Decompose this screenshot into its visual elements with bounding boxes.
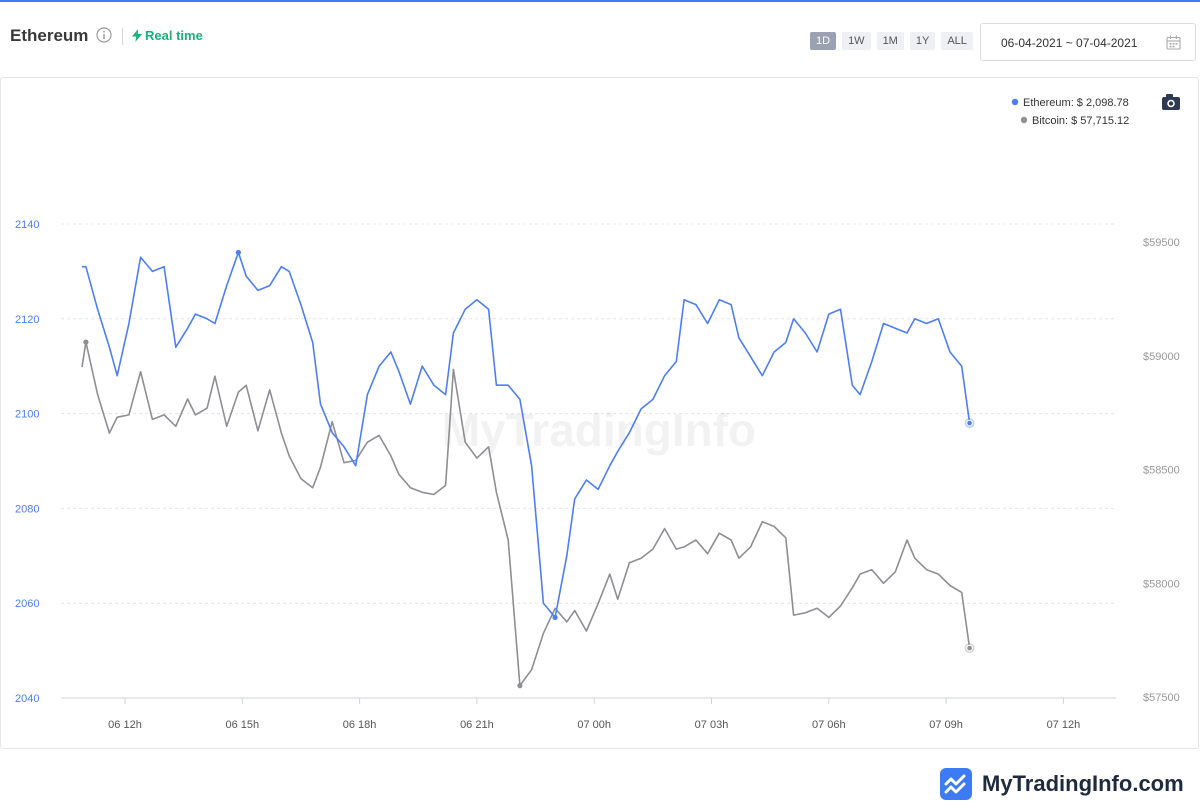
x-tick-label: 06 15h [225,719,259,731]
x-tick-label: 07 03h [695,719,729,731]
x-tick-label: 06 18h [343,719,377,731]
camera-icon[interactable] [1162,94,1180,110]
y-left-tick-label: 2120 [15,314,39,326]
min-point-ethereum [552,614,558,621]
chart-area: MyTradingInfo 2040 2060 2080 2100 2120 2140 $5… [0,77,1199,749]
range-button-all[interactable]: ALL [941,32,973,50]
max-point-bitcoin [83,339,89,345]
realtime-indicator: Real time [132,28,203,43]
range-button-1y[interactable]: 1Y [909,32,936,50]
x-tick-label: 07 00h [577,719,611,731]
min-point-bitcoin [517,683,523,689]
range-button-1w[interactable]: 1W [842,32,871,50]
header-divider [122,28,123,45]
lightning-icon [132,29,142,42]
max-point-ethereum [235,249,241,256]
range-button-1m[interactable]: 1M [876,32,904,50]
price-chart[interactable]: MyTradingInfo 2040 2060 2080 2100 2120 2140 $5… [1,78,1200,750]
range-button-1d[interactable]: 1D [810,32,837,50]
last-point-ethereum [966,419,973,427]
y-left-tick-label: 2080 [15,503,39,515]
brand-logo-icon [940,768,972,800]
realtime-label: Real time [145,28,203,43]
y-left-tick-label: 2140 [15,219,39,231]
legend-marker-bitcoin [1020,116,1028,124]
last-point-bitcoin [966,644,973,652]
legend-bitcoin: Bitcoin: $ 57,715.12 [1032,115,1129,127]
y-right-tick-label: $58500 [1143,465,1180,477]
y-left-tick-label: 2060 [15,598,39,610]
x-tick-label: 06 12h [108,719,142,731]
chart-watermark: MyTradingInfo [442,404,756,456]
info-icon[interactable] [96,27,112,43]
x-tick-label: 07 06h [812,719,846,731]
top-accent-bar [0,0,1200,2]
date-range-value: 06-04-2021 ~ 07-04-2021 [1001,36,1138,50]
legend-marker-ethereum [1011,98,1019,106]
legend-ethereum: Ethereum: $ 2,098.78 [1023,97,1129,109]
chart-header: Ethereum Real time 1D 1W 1M 1Y ALL 06-04… [0,2,1200,76]
series-line-ethereum [82,251,971,619]
series-line-bitcoin [81,341,971,687]
y-right-tick-label: $57500 [1143,692,1180,704]
x-tick-label: 06 21h [460,719,494,731]
y-right-tick-label: $58000 [1143,578,1180,590]
y-left-tick-label: 2040 [15,693,39,705]
calendar-icon [1166,35,1181,50]
y-left-tick-label: 2100 [15,409,39,421]
brand-footer: MyTradingInfo.com [940,768,1184,800]
date-range-picker[interactable]: 06-04-2021 ~ 07-04-2021 [980,23,1196,61]
y-right-tick-label: $59000 [1143,351,1180,363]
x-tick-label: 07 12h [1047,719,1081,731]
page-title: Ethereum [10,26,89,45]
y-right-tick-label: $59500 [1143,237,1180,249]
brand-name: MyTradingInfo.com [982,771,1184,796]
x-tick-label: 07 09h [929,719,963,731]
chart-legend: Ethereum: $ 2,098.78 Bitcoin: $ 57,715.1… [1011,97,1129,127]
range-selector: 1D 1W 1M 1Y ALL [810,32,973,50]
